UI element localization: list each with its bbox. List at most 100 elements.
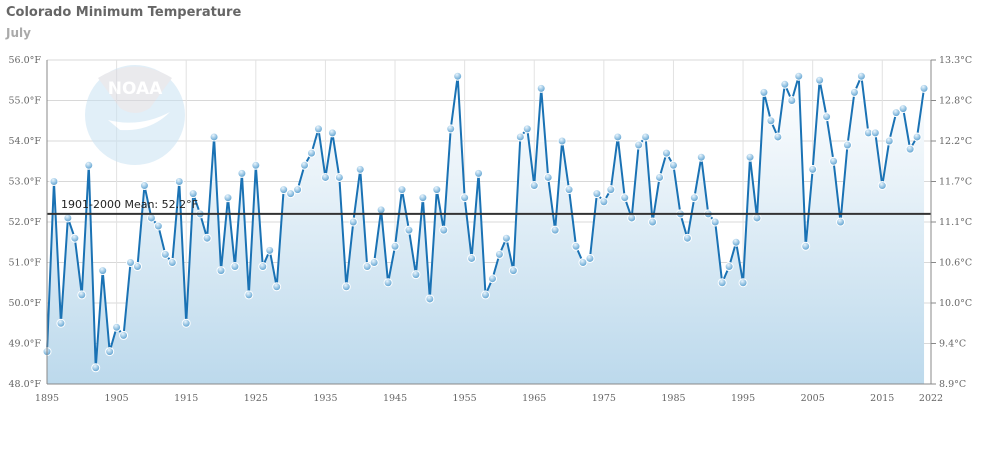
data-point (717, 278, 727, 288)
data-point (571, 241, 581, 251)
data-point (696, 152, 706, 162)
data-point (891, 108, 901, 118)
data-point (112, 322, 122, 332)
data-point (884, 136, 894, 146)
data-point (634, 140, 644, 150)
data-point (564, 185, 574, 195)
data-point (453, 71, 463, 81)
data-point (216, 266, 226, 276)
data-point (529, 181, 539, 191)
data-point (724, 262, 734, 272)
data-point (432, 185, 442, 195)
x-tick-label: 2022 (919, 393, 943, 404)
data-point (655, 172, 665, 182)
data-point (780, 79, 790, 89)
y-tick-label-left: 49.0°F (9, 339, 42, 350)
data-point (446, 124, 456, 134)
data-point (543, 172, 553, 182)
data-point (126, 258, 136, 267)
data-point (49, 177, 59, 186)
data-point (91, 363, 101, 373)
data-point (460, 193, 470, 203)
data-point (307, 148, 317, 158)
data-point (842, 140, 852, 150)
data-point (550, 225, 560, 235)
data-point (439, 225, 449, 235)
data-point (418, 193, 428, 203)
data-point (522, 124, 532, 134)
data-point (362, 262, 372, 272)
y-tick-label-right: 8.9°C (939, 379, 966, 390)
x-tick-label: 1995 (731, 393, 755, 404)
data-point (508, 266, 518, 276)
x-tick-label: 1925 (244, 393, 268, 404)
data-point (272, 282, 282, 292)
data-point (905, 144, 915, 154)
data-point (648, 217, 658, 227)
data-point (599, 197, 609, 207)
data-point (536, 83, 546, 93)
data-point (745, 152, 755, 162)
data-point (70, 233, 80, 243)
data-point (689, 193, 699, 203)
data-point (425, 294, 435, 304)
data-point (56, 318, 66, 328)
data-point (390, 241, 400, 251)
x-tick-label: 1915 (174, 393, 198, 404)
data-point (404, 225, 414, 235)
data-point (557, 136, 567, 146)
y-tick-label-right: 10.6°C (939, 258, 972, 269)
noaa-logo-watermark: NOAA (85, 65, 185, 165)
data-point (592, 189, 602, 199)
data-point (84, 160, 94, 170)
data-point (682, 233, 692, 243)
data-point (467, 253, 477, 263)
x-tick-label: 1955 (453, 393, 477, 404)
y-tick-label-left: 48.0°F (9, 379, 42, 390)
data-point (313, 124, 323, 134)
data-point (585, 253, 595, 263)
data-point (188, 189, 198, 199)
data-point (341, 282, 351, 292)
data-point (174, 177, 184, 186)
data-point (829, 156, 839, 166)
data-point (258, 262, 268, 272)
y-tick-label-right: 12.8°C (939, 96, 972, 107)
data-point (620, 193, 630, 203)
data-point (710, 217, 720, 227)
y-tick-label-left: 50.0°F (9, 298, 42, 309)
data-point (411, 270, 421, 280)
data-point (202, 233, 212, 243)
data-point (348, 217, 358, 227)
x-tick-label: 1985 (661, 393, 685, 404)
data-point (181, 318, 191, 328)
data-point (731, 237, 741, 247)
y-tick-label-right: 11.7°C (939, 177, 972, 188)
data-point (668, 160, 678, 170)
data-point (661, 148, 671, 158)
data-point (501, 233, 511, 243)
chart-subtitle: July (6, 26, 31, 40)
data-point (815, 75, 825, 85)
y-tick-label-left: 54.0°F (9, 136, 42, 147)
y-tick-label-right: 12.2°C (939, 136, 972, 147)
x-tick-label: 2005 (801, 393, 825, 404)
data-point (481, 290, 491, 300)
data-point (912, 132, 922, 142)
data-point (919, 83, 929, 93)
data-point (787, 96, 797, 105)
data-point (877, 181, 887, 191)
data-point (766, 116, 776, 126)
mean-line-label: 1901-2000 Mean: 52.2°F (61, 198, 198, 211)
y-tick-label-right: 10.0°C (939, 298, 972, 309)
data-point (773, 132, 783, 142)
data-point (822, 112, 832, 122)
data-point (870, 128, 880, 138)
y-tick-label-left: 52.0°F (9, 217, 42, 228)
data-point (160, 249, 170, 259)
data-point (474, 168, 484, 178)
x-tick-label: 1935 (313, 393, 337, 404)
data-point (286, 189, 296, 199)
data-point (494, 249, 504, 259)
